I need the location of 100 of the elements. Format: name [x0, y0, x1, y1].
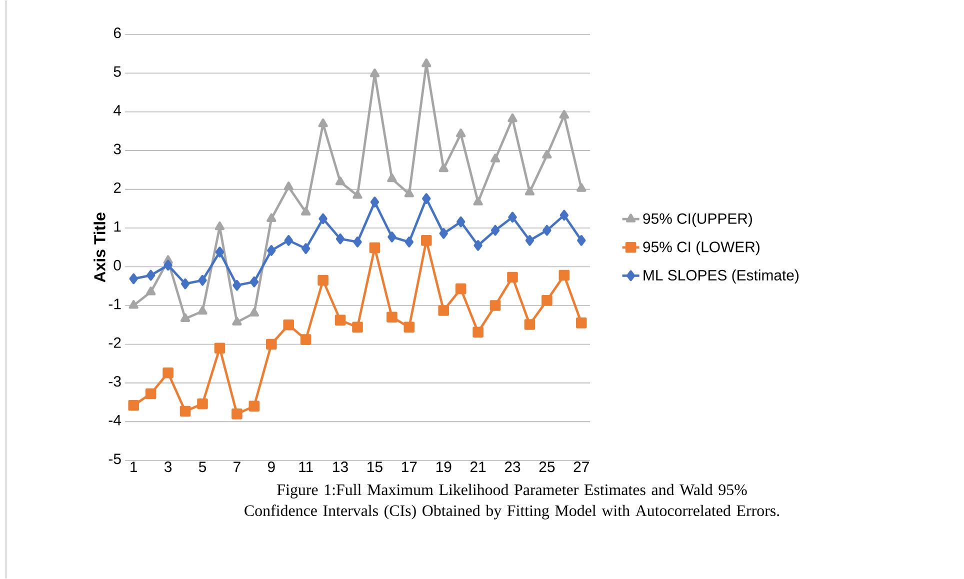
point	[387, 174, 397, 182]
y-tick-label: -4	[108, 415, 122, 426]
point	[388, 232, 396, 242]
point	[180, 278, 190, 290]
point	[438, 163, 448, 172]
point	[490, 225, 500, 236]
point	[352, 190, 362, 199]
x-tick-label: 25	[539, 462, 555, 472]
x-tick-label: 7	[234, 462, 240, 472]
point	[284, 182, 294, 190]
point	[266, 213, 276, 222]
point	[490, 300, 501, 311]
x-tick-label: 21	[470, 462, 486, 472]
y-tick-label: 3	[114, 144, 121, 154]
point	[335, 176, 346, 186]
x-tick-label: 15	[368, 462, 382, 472]
y-tick-label: -3	[108, 376, 121, 387]
y-tick-label: -5	[108, 454, 121, 464]
point	[558, 270, 570, 281]
point	[524, 319, 536, 330]
point	[248, 400, 260, 412]
point	[474, 240, 482, 251]
point	[577, 235, 586, 246]
point	[198, 306, 208, 315]
point	[422, 58, 432, 68]
point	[214, 342, 226, 354]
point	[542, 150, 552, 159]
x-tick-label: 23	[504, 462, 520, 472]
point	[439, 228, 448, 239]
point	[214, 222, 225, 230]
point	[164, 260, 172, 271]
point	[420, 235, 432, 246]
x-tick-label: 13	[333, 462, 348, 472]
y-tick-label: 1	[114, 221, 121, 232]
point	[370, 68, 380, 78]
point	[300, 334, 312, 346]
x-tick-label: 1	[130, 462, 138, 472]
point	[438, 305, 450, 316]
point	[266, 338, 277, 350]
point	[370, 196, 380, 208]
legend-label: 95% CI (LOWER)	[643, 241, 760, 256]
point	[215, 246, 224, 258]
point	[560, 210, 569, 221]
point	[559, 110, 570, 119]
point	[232, 316, 242, 326]
point	[352, 322, 363, 333]
y-tick-label: 5	[114, 66, 121, 77]
point	[353, 236, 362, 248]
point	[542, 295, 552, 306]
point	[524, 186, 535, 196]
point	[301, 243, 310, 254]
point	[404, 188, 414, 198]
legend-label: ML SLOPES (Estimate)	[644, 270, 799, 284]
point	[283, 320, 294, 330]
point	[284, 235, 293, 246]
point	[456, 128, 466, 138]
x-tick-label: 11	[299, 462, 313, 472]
point	[369, 242, 380, 254]
point	[180, 313, 190, 322]
point	[508, 114, 518, 122]
point	[267, 245, 276, 256]
point	[197, 398, 208, 410]
legend-label: 95% CI(UPPER)	[643, 213, 752, 227]
point	[404, 236, 414, 248]
point	[542, 225, 552, 236]
y-tick-label: 6	[114, 28, 121, 38]
x-tick-label: 9	[268, 462, 275, 472]
point	[576, 318, 587, 328]
y-axis-title: Axis Title	[94, 212, 106, 282]
point	[404, 322, 415, 333]
caption: Figure 1:Full Maximum Likelihood Parameter Estimates and Wald 95% Confidence Intervals (CIs) Obtained by Fitting Model with Autocorrelated Errors.	[244, 484, 780, 520]
x-tick-label: 5	[198, 462, 206, 472]
point	[146, 270, 156, 281]
point	[472, 326, 484, 338]
point	[146, 286, 156, 296]
point	[318, 118, 328, 128]
point	[576, 183, 586, 192]
y-tick-label: 2	[114, 182, 121, 193]
point	[301, 206, 311, 216]
point	[145, 388, 156, 400]
point	[180, 406, 191, 417]
y-tick-label: -2	[108, 337, 121, 348]
x-tick-label: 27	[574, 462, 589, 472]
x-tick-label: 17	[402, 462, 417, 472]
point	[334, 314, 346, 326]
point	[128, 400, 140, 411]
point	[507, 272, 518, 283]
point	[456, 216, 466, 228]
point	[129, 273, 138, 284]
x-tick-label: 3	[164, 462, 172, 472]
y-tick-label: 0	[114, 260, 121, 271]
x-tick-label: 19	[436, 462, 452, 472]
point	[490, 154, 500, 162]
point	[336, 234, 345, 244]
point	[318, 213, 328, 224]
point	[422, 193, 431, 204]
point	[455, 284, 466, 294]
point	[128, 300, 138, 309]
point	[525, 235, 534, 246]
y-tick-label: 4	[114, 105, 122, 116]
